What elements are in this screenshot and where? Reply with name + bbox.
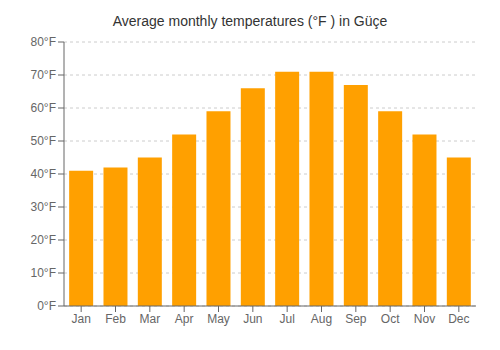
svg-text:Dec: Dec [448, 312, 469, 326]
svg-text:Jan: Jan [71, 312, 90, 326]
svg-text:Nov: Nov [414, 312, 435, 326]
svg-text:10°F: 10°F [31, 266, 56, 280]
svg-text:Jun: Jun [243, 312, 262, 326]
html-text:Average monthly temperatures (: Average monthly temperatures (°F ) in Gü… [112, 13, 388, 29]
svg-text:50°F: 50°F [31, 134, 56, 148]
svg-text:Aug: Aug [311, 312, 332, 326]
svg-text:Feb: Feb [105, 312, 126, 326]
svg-text:Oct: Oct [381, 312, 400, 326]
svg-text:60°F: 60°F [31, 101, 56, 115]
svg-text:Sep: Sep [345, 312, 367, 326]
svg-text:Jul: Jul [279, 312, 294, 326]
svg-text:Apr: Apr [175, 312, 194, 326]
svg-text:0°F: 0°F [37, 299, 56, 313]
svg-text:May: May [207, 312, 230, 326]
svg-text:40°F: 40°F [31, 167, 56, 181]
svg-text:20°F: 20°F [31, 233, 56, 247]
svg-text:80°F: 80°F [31, 35, 56, 49]
svg-text:70°F: 70°F [31, 68, 56, 82]
svg-text:30°F: 30°F [31, 200, 56, 214]
svg-text:Mar: Mar [139, 312, 160, 326]
